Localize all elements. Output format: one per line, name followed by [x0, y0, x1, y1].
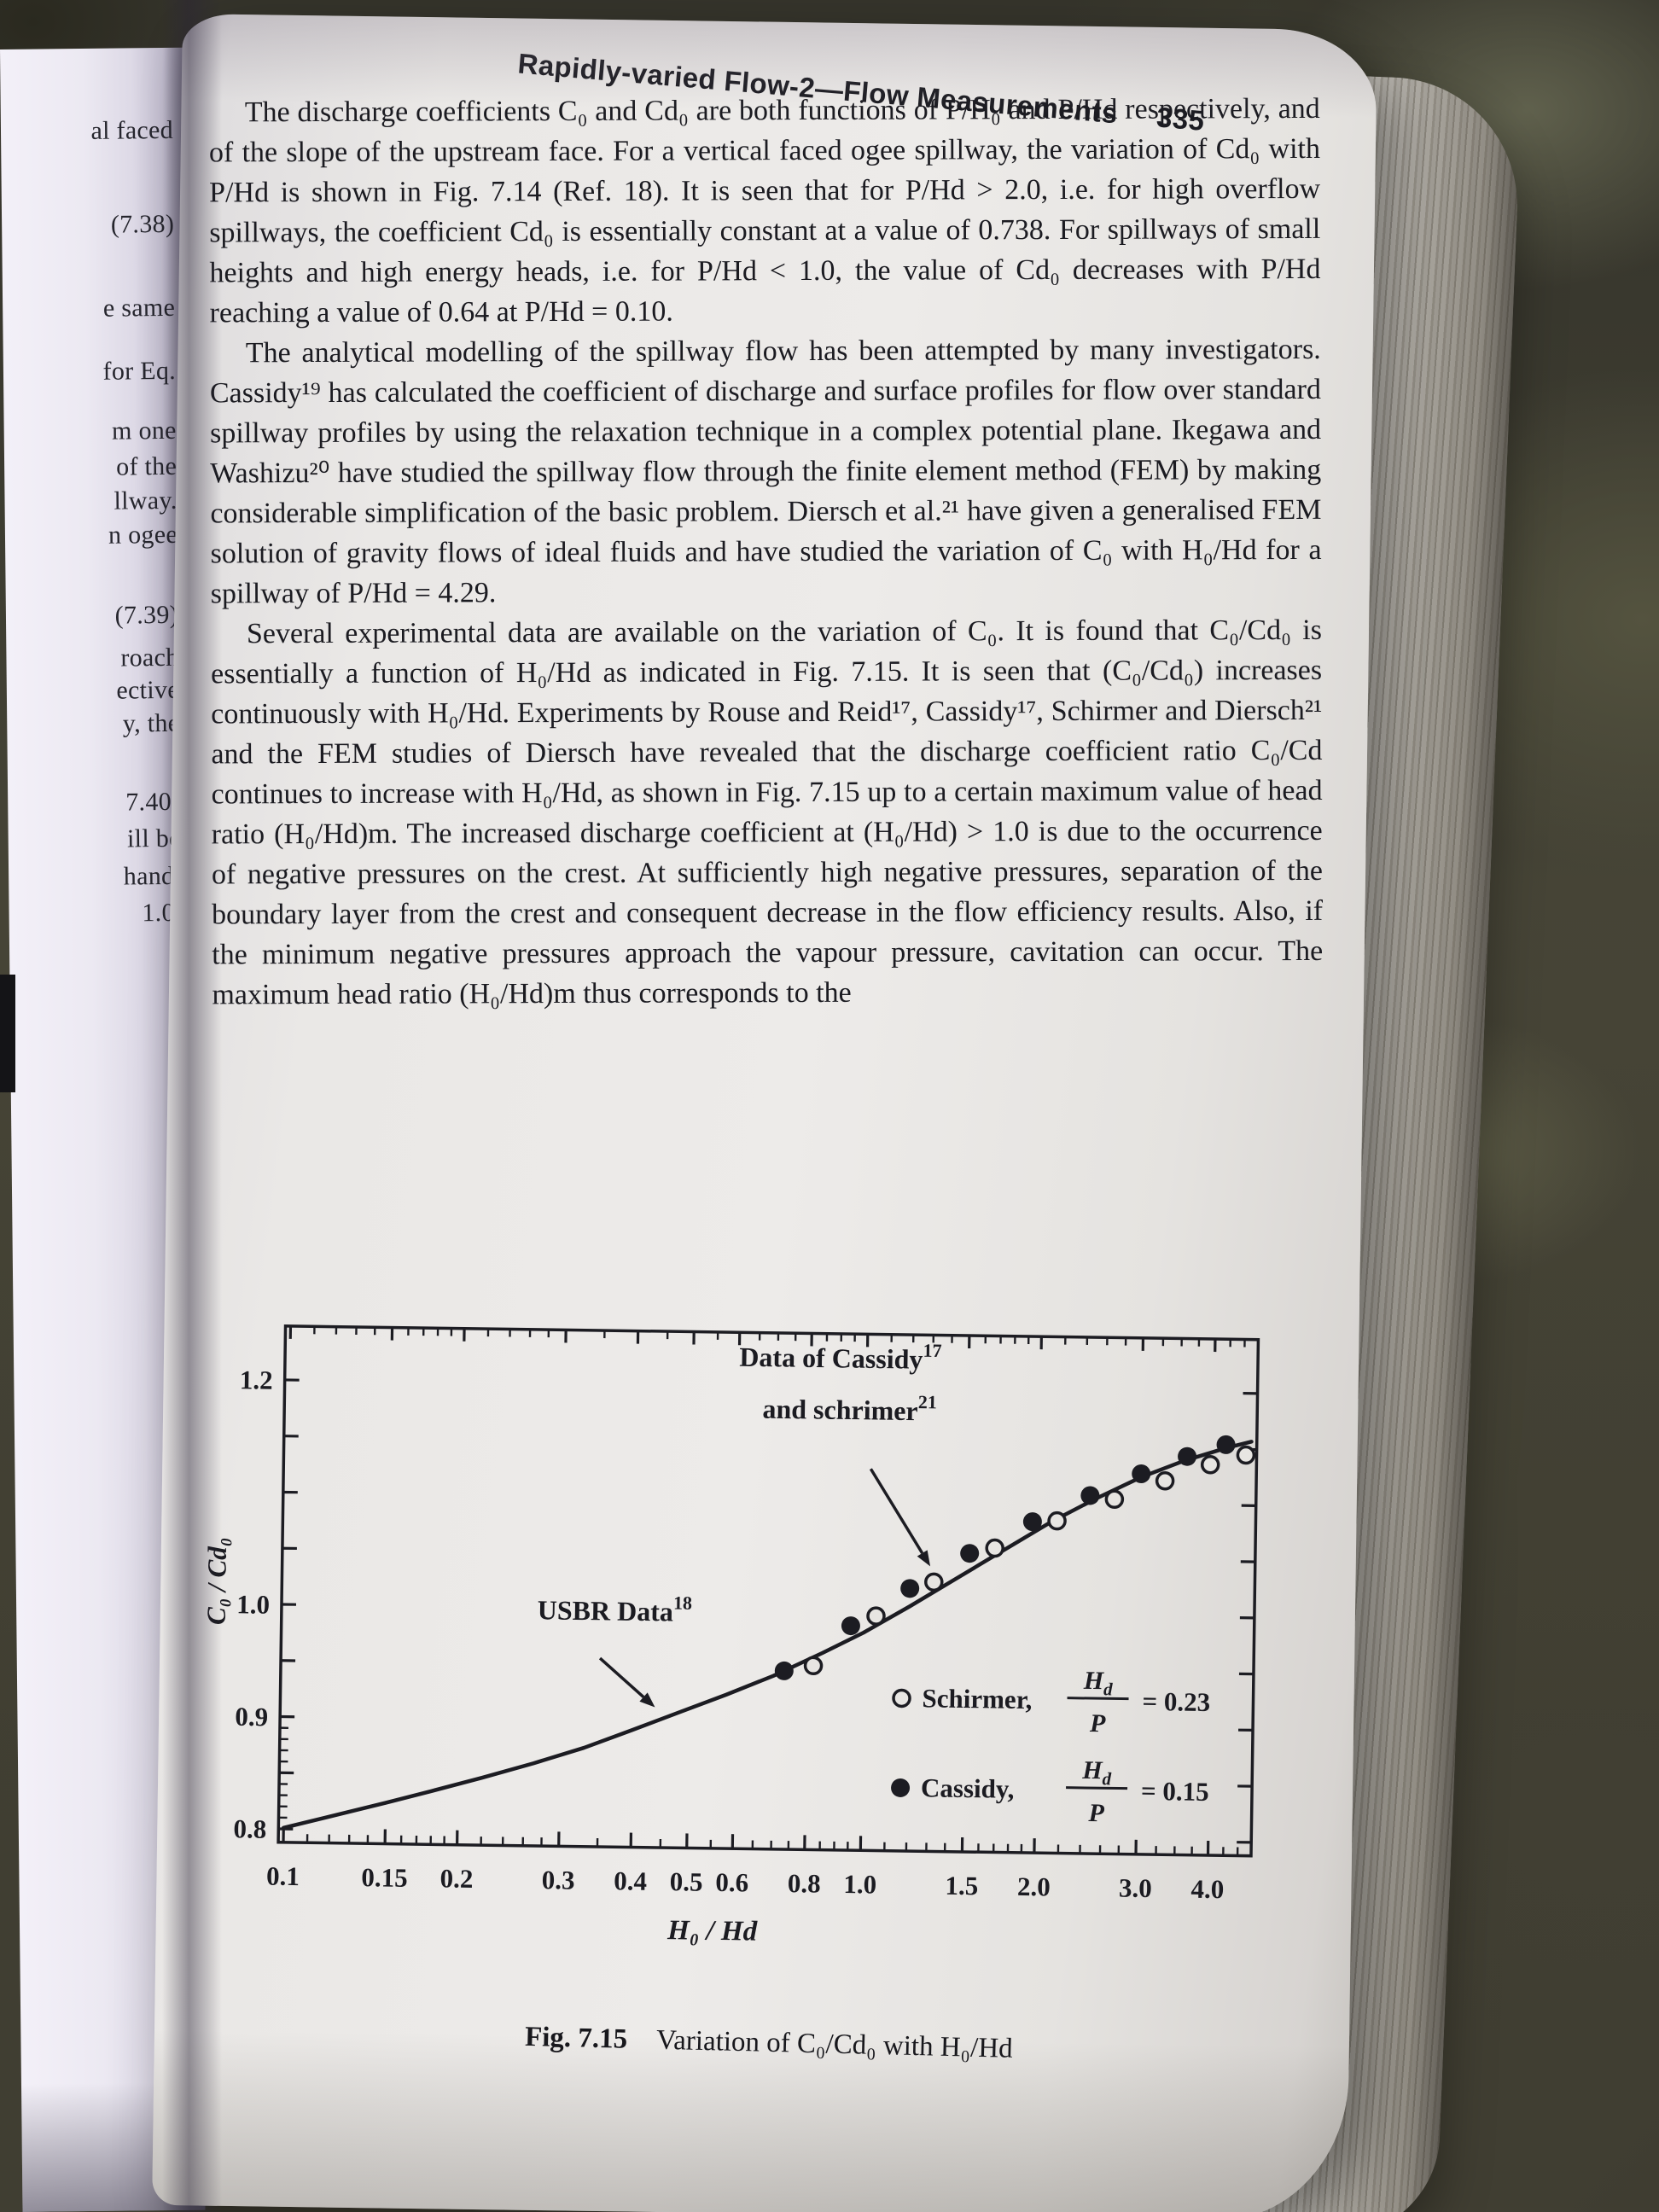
left-edge-dark-object — [0, 975, 15, 1092]
svg-text:Cassidy,: Cassidy, — [921, 1773, 1015, 1804]
schirmer-points — [803, 1445, 1256, 1676]
margin-fragment: for Eq. — [102, 356, 177, 386]
svg-text:0.4: 0.4 — [614, 1866, 647, 1896]
margin-fragment: al faced — [90, 115, 174, 145]
svg-text:USBR Data18: USBR Data18 — [538, 1590, 693, 1627]
svg-text:0.2: 0.2 — [439, 1863, 473, 1894]
svg-text:0.8: 0.8 — [788, 1868, 821, 1899]
svg-text:1.0: 1.0 — [843, 1869, 876, 1900]
margin-fragment: e same — [102, 293, 176, 323]
figure-caption: Fig. 7.15 Variation of C₀/Cd₀ with H₀/Hd — [359, 2017, 1179, 2069]
svg-text:P: P — [1089, 1709, 1106, 1738]
y-axis: 0.8 0.9 1.0 1.2 C₀ / Cd₀ — [201, 1365, 1258, 1844]
svg-text:and schrimer21: and schrimer21 — [762, 1389, 937, 1427]
paragraph-analytical-modelling: The analytical modelling of the spillway… — [209, 333, 1322, 610]
cassidy-points — [774, 1435, 1236, 1680]
margin-fragment: m one — [111, 416, 177, 445]
svg-text:4.0: 4.0 — [1190, 1874, 1224, 1905]
svg-text:0.6: 0.6 — [715, 1867, 748, 1898]
svg-text:Hd: Hd — [1083, 1667, 1114, 1699]
margin-fragment: llway. — [114, 486, 178, 515]
svg-text:1.2: 1.2 — [240, 1365, 273, 1395]
margin-fragment: (7.38) — [110, 209, 175, 239]
legend: Schirmer, Hd P = 0.23 Cassidy, Hd P = 0.15 — [891, 1667, 1210, 1827]
svg-text:3.0: 3.0 — [1119, 1873, 1152, 1904]
margin-fragment: roach — [120, 643, 179, 672]
margin-fragment: y, the — [122, 708, 180, 738]
figure-caption-text: Variation of C₀/Cd₀ with H₀/Hd — [655, 2024, 1014, 2064]
y-axis-title: C₀ / Cd₀ — [201, 1537, 232, 1625]
svg-text:Schirmer,: Schirmer, — [922, 1683, 1032, 1714]
figure-label: Fig. 7.15 — [524, 2021, 628, 2055]
x-axis-title: H₀ / Hd — [667, 1915, 758, 1947]
svg-text:1.5: 1.5 — [945, 1871, 978, 1901]
paragraph-experimental-data: Several experimental data are available … — [211, 614, 1324, 1011]
plot-box — [276, 1324, 1260, 1858]
svg-text:0.9: 0.9 — [235, 1702, 268, 1732]
svg-text:= 0.23: = 0.23 — [1142, 1686, 1210, 1717]
open-circle-marker — [892, 1688, 911, 1708]
svg-text:0.8: 0.8 — [233, 1813, 266, 1844]
figure-7-15-chart: 0.1 0.15 0.2 0.3 0.4 0.5 0.6 0.8 1.0 1.5 2.0 3.0 4.0… — [201, 1324, 1260, 1947]
svg-text:0.3: 0.3 — [542, 1865, 575, 1895]
svg-text:Data of Cassidy17: Data of Cassidy17 — [739, 1337, 942, 1375]
book-page: Rapidly-varied Flow-2—Flow Measurements 3… — [152, 14, 1377, 2212]
body-text: The discharge coefficients C₀ and Cd₀ ar… — [209, 89, 1324, 1016]
usbr-curve — [281, 1440, 1254, 1831]
paragraph-discharge-coefficients: The discharge coefficients C₀ and Cd₀ ar… — [208, 92, 1321, 329]
annotation-data-of-cassidy-and-schrimer: Data of Cassidy17 and schrimer21 — [739, 1337, 942, 1567]
svg-text:= 0.15: = 0.15 — [1141, 1776, 1209, 1807]
svg-text:0.5: 0.5 — [670, 1866, 703, 1897]
margin-fragment: ective — [116, 675, 180, 705]
svg-text:Hd: Hd — [1081, 1756, 1112, 1789]
margin-fragment: of the — [116, 451, 178, 481]
svg-text:0.1: 0.1 — [266, 1861, 300, 1892]
svg-text:1.0: 1.0 — [236, 1589, 270, 1620]
annotation-usbr-data: USBR Data18 — [538, 1590, 693, 1708]
filled-circle-marker — [891, 1778, 911, 1797]
margin-fragment: (7.39) — [114, 600, 179, 630]
svg-text:0.15: 0.15 — [361, 1862, 408, 1893]
svg-text:P: P — [1087, 1799, 1104, 1827]
margin-fragment: n ogee — [108, 520, 178, 550]
x-axis: 0.1 0.15 0.2 0.3 0.4 0.5 0.6 0.8 1.0 1.5 2.0 3.0 4.0… — [266, 1325, 1246, 1947]
svg-text:2.0: 2.0 — [1017, 1871, 1051, 1902]
